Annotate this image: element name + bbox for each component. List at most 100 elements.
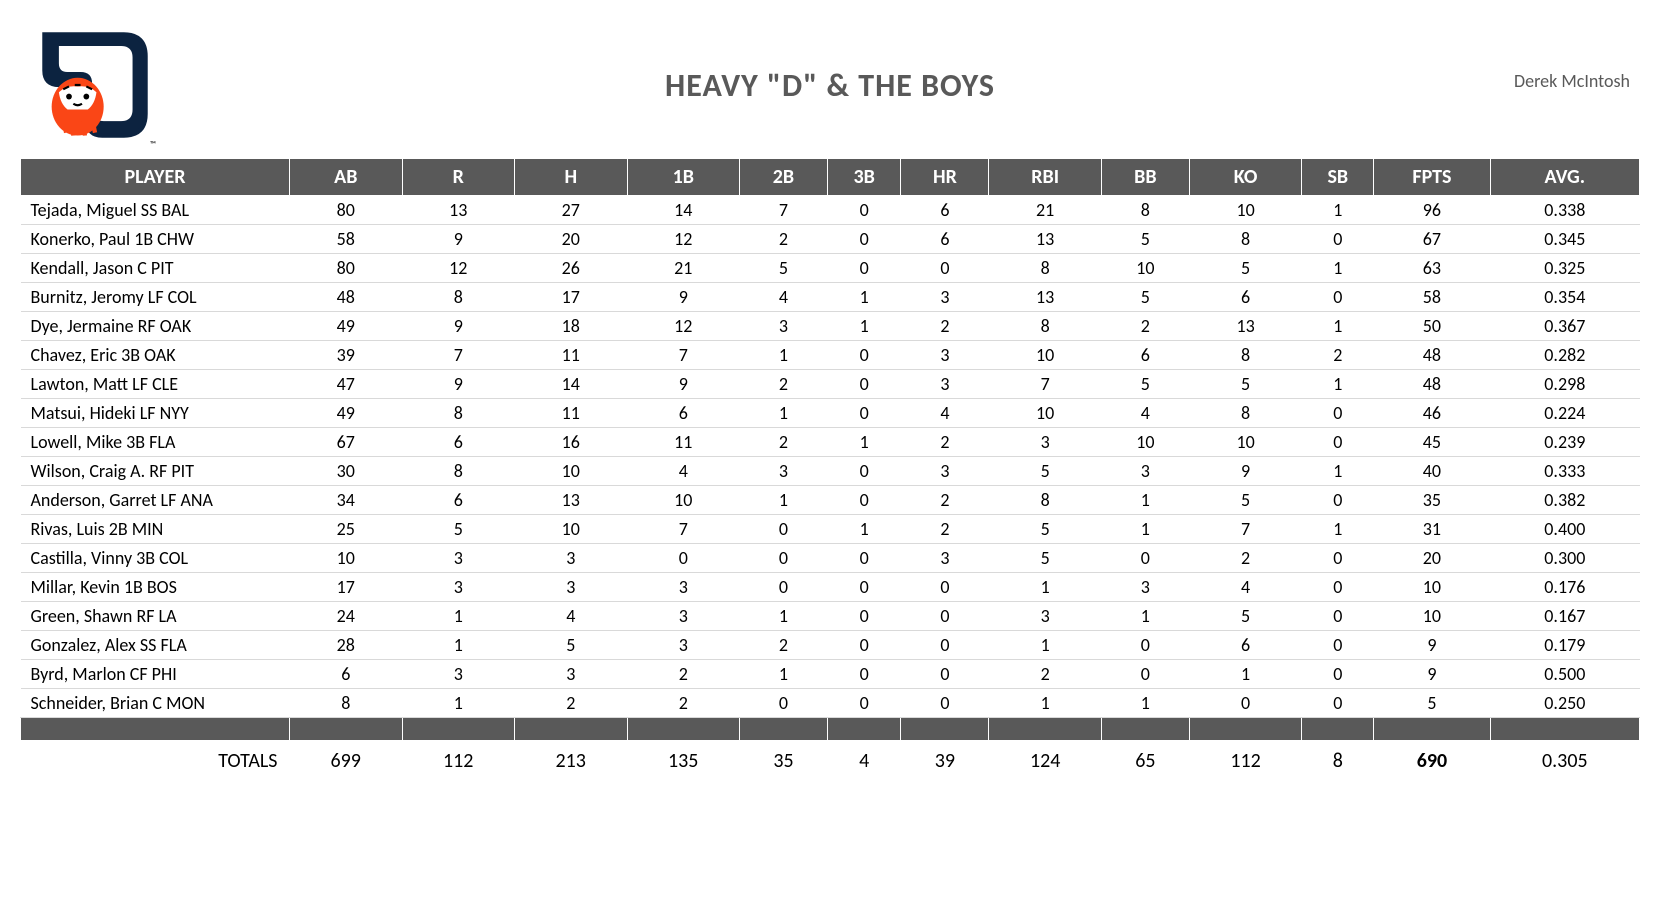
stat-cell: 9 [402, 312, 515, 341]
stat-cell: 48 [290, 283, 403, 312]
table-row: Kendall, Jason C PIT8012262150081051630.… [21, 254, 1640, 283]
stat-cell: 0 [827, 544, 901, 573]
stat-cell: 67 [290, 428, 403, 457]
table-row: Gonzalez, Alex SS FLA28153200106090.179 [21, 631, 1640, 660]
column-header: AVG. [1490, 159, 1639, 196]
column-header: HR [901, 159, 989, 196]
stat-cell: 13 [1189, 312, 1302, 341]
player-cell: Kendall, Jason C PIT [21, 254, 290, 283]
stat-cell: 18 [515, 312, 628, 341]
stat-cell: 0.179 [1490, 631, 1639, 660]
stat-cell: 1 [1101, 602, 1189, 631]
stat-cell: 2 [740, 631, 828, 660]
stat-cell: 0 [1302, 283, 1374, 312]
stat-cell: 5 [515, 631, 628, 660]
column-header: AB [290, 159, 403, 196]
totals-label: TOTALS [21, 741, 290, 782]
stat-cell: 80 [290, 254, 403, 283]
stat-cell: 8 [1189, 225, 1302, 254]
stat-cell: 2 [1302, 341, 1374, 370]
stat-cell: 1 [740, 602, 828, 631]
stat-cell: 3 [989, 428, 1102, 457]
player-cell: Tejada, Miguel SS BAL [21, 196, 290, 225]
stat-cell: 3 [627, 602, 740, 631]
stat-cell: 0 [740, 573, 828, 602]
stat-cell: 10 [515, 457, 628, 486]
stat-cell: 5 [1189, 602, 1302, 631]
column-header: PLAYER [21, 159, 290, 196]
stat-cell: 10 [1189, 428, 1302, 457]
stat-cell: 0 [827, 457, 901, 486]
stat-cell: 49 [290, 399, 403, 428]
stat-cell: 10 [627, 486, 740, 515]
stat-cell: 1 [1101, 689, 1189, 718]
stat-cell: 34 [290, 486, 403, 515]
stat-cell: 27 [515, 196, 628, 225]
stat-cell: 6 [1189, 631, 1302, 660]
stat-cell: 1 [402, 602, 515, 631]
column-header: H [515, 159, 628, 196]
player-cell: Dye, Jermaine RF OAK [21, 312, 290, 341]
stat-cell: 4 [515, 602, 628, 631]
stat-cell: 14 [515, 370, 628, 399]
stat-cell: 3 [901, 544, 989, 573]
stat-cell: 6 [627, 399, 740, 428]
stat-cell: 8 [989, 486, 1102, 515]
stat-cell: 1 [1101, 486, 1189, 515]
table-row: Castilla, Vinny 3B COL103300035020200.30… [21, 544, 1640, 573]
stat-cell: 10 [1101, 254, 1189, 283]
stat-cell: 2 [901, 428, 989, 457]
stat-cell: 0 [901, 689, 989, 718]
column-header: 2B [740, 159, 828, 196]
player-cell: Lawton, Matt LF CLE [21, 370, 290, 399]
stat-cell: 1 [989, 573, 1102, 602]
stat-cell: 4 [627, 457, 740, 486]
stat-cell: 8 [402, 457, 515, 486]
stat-cell: 8 [1189, 341, 1302, 370]
stat-cell: 0 [1302, 544, 1374, 573]
totals-cell: 112 [1189, 741, 1302, 782]
stat-cell: 3 [515, 660, 628, 689]
stat-cell: 5 [1189, 370, 1302, 399]
stat-cell: 9 [627, 370, 740, 399]
stat-cell: 45 [1374, 428, 1490, 457]
stat-cell: 50 [1374, 312, 1490, 341]
table-row: Burnitz, Jeromy LF COL48817941313560580.… [21, 283, 1640, 312]
stat-cell: 1 [1302, 196, 1374, 225]
stat-cell: 0 [627, 544, 740, 573]
stat-cell: 6 [1189, 283, 1302, 312]
stat-cell: 0.325 [1490, 254, 1639, 283]
stat-cell: 9 [1374, 631, 1490, 660]
stat-cell: 10 [989, 341, 1102, 370]
totals-cell: 8 [1302, 741, 1374, 782]
stat-cell: 7 [402, 341, 515, 370]
stat-cell: 6 [402, 486, 515, 515]
stat-cell: 5 [1101, 283, 1189, 312]
stat-cell: 80 [290, 196, 403, 225]
stat-cell: 3 [627, 573, 740, 602]
table-row: Tejada, Miguel SS BAL8013271470621810196… [21, 196, 1640, 225]
stat-cell: 2 [989, 660, 1102, 689]
player-cell: Byrd, Marlon CF PHI [21, 660, 290, 689]
stat-cell: 26 [515, 254, 628, 283]
stat-cell: 6 [1101, 341, 1189, 370]
stat-cell: 0 [827, 573, 901, 602]
stat-cell: 0.300 [1490, 544, 1639, 573]
stat-cell: 8 [402, 399, 515, 428]
stat-cell: 0 [901, 254, 989, 283]
stat-cell: 0.400 [1490, 515, 1639, 544]
stat-cell: 9 [402, 370, 515, 399]
player-cell: Schneider, Brian C MON [21, 689, 290, 718]
stat-cell: 4 [740, 283, 828, 312]
stat-cell: 21 [627, 254, 740, 283]
table-header-row: PLAYERABRH1B2B3BHRRBIBBKOSBFPTSAVG. [21, 159, 1640, 196]
stat-cell: 0 [1302, 428, 1374, 457]
stat-cell: 5 [989, 457, 1102, 486]
stat-cell: 10 [989, 399, 1102, 428]
stat-cell: 47 [290, 370, 403, 399]
stat-cell: 0 [827, 254, 901, 283]
stat-cell: 3 [402, 573, 515, 602]
totals-cell: 124 [989, 741, 1102, 782]
stat-cell: 3 [901, 370, 989, 399]
stat-cell: 12 [627, 312, 740, 341]
